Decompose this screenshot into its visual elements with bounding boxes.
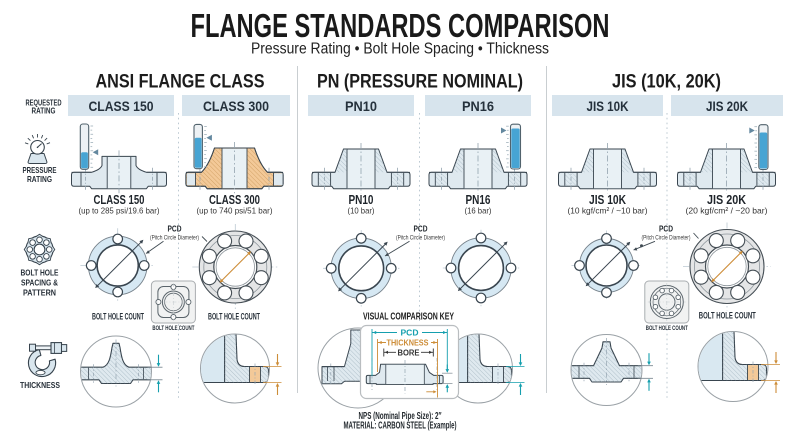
svg-text:PRESSURE: PRESSURE [23, 165, 57, 175]
svg-text:BOLT HOLE COUNT: BOLT HOLE COUNT [699, 311, 756, 321]
svg-text:BOLT HOLE COUNT: BOLT HOLE COUNT [92, 312, 144, 322]
svg-text:SPACING &: SPACING & [21, 278, 58, 288]
svg-text:(Pitch Circle Diameter): (Pitch Circle Diameter) [150, 236, 199, 242]
svg-text:FLANGE STANDARDS COMPARISON: FLANGE STANDARDS COMPARISON [191, 7, 610, 44]
svg-text:MATERIAL: CARBON STEEL (Exampl: MATERIAL: CARBON STEEL (Example) [344, 421, 457, 432]
svg-text:PN (PRESSURE NOMINAL): PN (PRESSURE NOMINAL) [317, 71, 523, 93]
svg-text:BOLT HOLE COUNT: BOLT HOLE COUNT [646, 326, 688, 332]
svg-text:RATING: RATING [27, 174, 52, 184]
svg-text:CLASS 150: CLASS 150 [94, 193, 145, 207]
svg-text:PCD: PCD [414, 224, 428, 234]
svg-text:REQUESTED: REQUESTED [26, 98, 62, 108]
svg-text:JIS 10K: JIS 10K [587, 98, 629, 114]
svg-text:JIS (10K, 20K): JIS (10K, 20K) [612, 71, 721, 93]
svg-text:(up to 740 psi/51 bar): (up to 740 psi/51 bar) [197, 206, 273, 216]
svg-text:(10 kgf/cm² / ~10 bar): (10 kgf/cm² / ~10 bar) [568, 206, 648, 216]
svg-text:(16 bar): (16 bar) [465, 206, 492, 216]
svg-text:JIS 20K: JIS 20K [706, 98, 748, 114]
svg-text:(10 bar): (10 bar) [348, 206, 375, 216]
svg-text:(up to 285 psi/19.6 bar): (up to 285 psi/19.6 bar) [79, 206, 160, 216]
svg-text:CLASS 300: CLASS 300 [203, 98, 269, 114]
svg-text:CLASS 150: CLASS 150 [89, 98, 154, 114]
svg-text:ANSI FLANGE CLASS: ANSI FLANGE CLASS [96, 71, 265, 93]
svg-text:PN16: PN16 [462, 98, 494, 114]
svg-text:PN10: PN10 [345, 98, 377, 114]
svg-text:BOLT HOLE: BOLT HOLE [21, 268, 59, 278]
svg-text:THICKNESS: THICKNESS [20, 380, 60, 390]
svg-text:(20 kgf/cm² / ~20 bar): (20 kgf/cm² / ~20 bar) [686, 206, 768, 216]
svg-text:PATTERN: PATTERN [23, 288, 56, 298]
svg-text:THICKNESS: THICKNESS [387, 339, 430, 348]
svg-text:RATING: RATING [32, 106, 56, 116]
svg-text:Pressure Rating • Bolt Hole Sp: Pressure Rating • Bolt Hole Spacing • Th… [251, 41, 549, 58]
svg-text:JIS 10K: JIS 10K [589, 193, 626, 207]
svg-text:PCD: PCD [168, 224, 182, 234]
svg-text:BOLT HOLE COUNT: BOLT HOLE COUNT [152, 326, 194, 332]
svg-text:VISUAL COMPARISON KEY: VISUAL COMPARISON KEY [363, 312, 454, 323]
svg-text:(Pitch Circle Diameter): (Pitch Circle Diameter) [396, 236, 445, 242]
svg-text:BORE: BORE [398, 348, 421, 357]
svg-text:PCD: PCD [401, 329, 419, 338]
svg-text:CLASS 300: CLASS 300 [209, 193, 260, 207]
svg-text:NPS (Nominal Pipe Size): 2″: NPS (Nominal Pipe Size): 2″ [359, 411, 442, 422]
svg-text:PN10: PN10 [349, 193, 374, 207]
svg-text:BOLT HOLE COUNT: BOLT HOLE COUNT [208, 312, 260, 322]
svg-text:(Pitch Circle Diameter): (Pitch Circle Diameter) [642, 236, 691, 242]
svg-text:JIS 20K: JIS 20K [707, 193, 746, 207]
svg-text:PCD: PCD [659, 224, 673, 234]
svg-text:PN16: PN16 [466, 193, 491, 207]
